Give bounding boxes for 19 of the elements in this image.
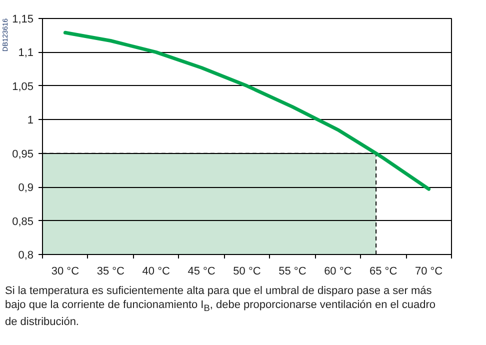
x-tick-label: 45 °C — [188, 266, 216, 278]
x-tick-label: 30 °C — [51, 266, 80, 278]
line-series — [63, 30, 431, 191]
y-tick-label: 1 — [27, 114, 34, 127]
y-tick-label: 0,8 — [18, 250, 34, 262]
y-tick-label: 1,15 — [12, 14, 34, 26]
x-tick-label: 35 °C — [96, 266, 125, 278]
text: Si la temperatura es suficientemente alta para que el umbral de disparo pase a ser más bajo que la corriente de funcionamiento I$_{B}$, debe proporcionarse ventilación en el cuadro de distribución. — [5, 285, 436, 328]
y-tick-label: 0,9 — [18, 182, 34, 194]
x-tick-label: 70 °C — [414, 266, 443, 278]
x-tick-label: 50 °C — [233, 266, 261, 278]
x-tick-label: 55 °C — [278, 266, 306, 278]
y-tick-label: 1,1 — [18, 47, 34, 60]
x-tick-label: 65 °C — [370, 266, 398, 278]
y-tick-label: 0,95 — [12, 148, 34, 160]
y-tick-label: 0,85 — [12, 216, 34, 228]
x-tick-label: 40 °C — [142, 266, 170, 278]
x-tick-label: 60 °C — [324, 266, 352, 278]
y-tick-label: 1,05 — [12, 80, 34, 93]
